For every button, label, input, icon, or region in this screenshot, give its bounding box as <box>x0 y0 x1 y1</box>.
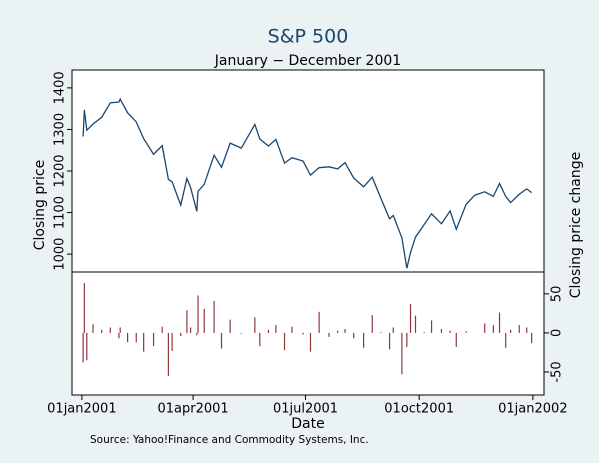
y-tick-label: 1400 <box>53 71 68 104</box>
y2-tick-label: -50 <box>550 361 565 382</box>
price-line <box>82 97 533 269</box>
y-tick-label: 1100 <box>53 196 68 229</box>
x-tick-label: 01apr2001 <box>157 402 228 417</box>
x-tick-label: 01jul2001 <box>273 402 338 417</box>
x-axis-title: Date <box>291 416 324 432</box>
x-tick-label: 01oct2001 <box>384 402 454 417</box>
y-tick-label: 1300 <box>53 113 68 146</box>
y-axis-title: Closing price <box>32 160 48 250</box>
source-note: Source: Yahoo!Finance and Commodity Syst… <box>90 434 369 446</box>
chart-subtitle: January − December 2001 <box>214 53 401 69</box>
x-tick-label: 01jan2001 <box>47 402 116 417</box>
y2-axis-title: Closing price change <box>568 152 584 298</box>
y2-tick-label: 50 <box>550 286 565 303</box>
x-tick-label: 01jan2002 <box>498 402 567 417</box>
plot-area <box>71 69 545 396</box>
chart-title: S&P 500 <box>268 26 349 48</box>
y-tick-label: 1200 <box>53 154 68 187</box>
y-tick-label: 1000 <box>53 238 68 271</box>
y2-tick-label: 0 <box>550 329 565 337</box>
